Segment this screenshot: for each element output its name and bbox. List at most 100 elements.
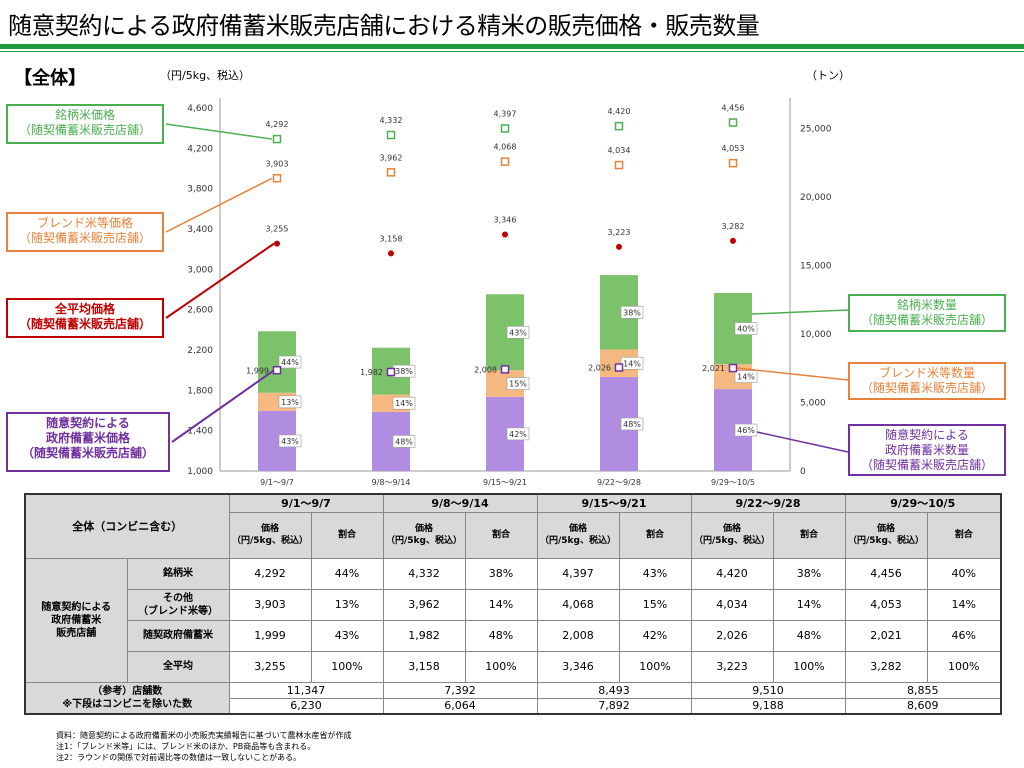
group-label: 随意契約による 政府備蓄米 販売店舗 <box>24 557 128 683</box>
price-subheader: 価格 （円/5kg、税込） <box>228 511 312 559</box>
bar-share-label: 38% <box>623 308 641 317</box>
price-point <box>728 118 738 127</box>
price-point <box>500 157 510 166</box>
x-tick-label: 9/22～9/28 <box>597 478 641 487</box>
share-label-box <box>278 355 302 369</box>
title-rule-thin <box>0 51 1024 52</box>
share-label-box <box>506 377 530 390</box>
avg-price-point <box>616 243 622 250</box>
price-label: 4,292 <box>266 120 289 129</box>
bar-share-label: 40% <box>737 325 755 334</box>
period-header: 9/22～9/28 <box>690 493 846 513</box>
table-corner: 全体（コンビニ含む） <box>24 493 230 559</box>
bar-share-label: 48% <box>623 420 641 429</box>
store-count-ex-conv: 7,892 <box>536 697 692 715</box>
table-row: 全平均 3,255 100% 3,158 100% 3,346 100% 3,2… <box>25 650 1002 683</box>
bar-share-label: 42% <box>509 430 527 439</box>
price-label: 3,255 <box>266 225 289 234</box>
left-tick-label: 4,200 <box>187 144 213 154</box>
note-line: 資料：随意契約による政府備蓄米の小売販売実績報告に基づいて農林水産省が作成 <box>56 731 352 740</box>
price-label: 2,026 <box>588 364 611 373</box>
note-line: 注2：ラウンドの関係で対前週比等の数値は一致しないことがある。 <box>56 753 302 762</box>
period-header: 9/29～10/5 <box>844 493 1002 513</box>
leader-avg-price <box>165 242 275 319</box>
row-label: 全平均 <box>126 650 230 683</box>
table-cell: 4,456 <box>844 557 928 590</box>
table-row: 随意契約による 政府備蓄米 販売店舗 銘柄米 4,292 44% 4,332 38%… <box>24 557 1002 683</box>
share-label-box <box>278 395 302 409</box>
price-point <box>614 160 624 170</box>
left-tick-label: 3,000 <box>187 265 213 275</box>
price-subheader: 価格 （円/5kg、税込） <box>382 511 466 559</box>
store-count: 8,493 <box>536 681 692 699</box>
table-cell: 1,982 <box>382 619 466 652</box>
table-cell: 4,053 <box>844 588 928 621</box>
price-point <box>500 365 510 374</box>
right-tick-label: 20,000 <box>800 193 832 203</box>
x-tick-label: 9/8～9/14 <box>372 478 411 487</box>
price-point <box>500 124 510 133</box>
share-subheader: 割合 <box>464 511 538 559</box>
left-tick-label: 1,400 <box>187 427 213 437</box>
price-label: 3,282 <box>722 222 745 231</box>
row-label: 銘柄米 <box>126 557 230 590</box>
table-cell: 44% <box>310 557 384 590</box>
right-tick-label: 15,000 <box>800 262 832 272</box>
price-label: 3,223 <box>608 228 631 237</box>
stores-label: （参考）店舗数 ※下段はコンビニを除いた数 <box>24 681 230 715</box>
table-cell: 3,346 <box>536 650 620 683</box>
period-header: 9/15～9/21 <box>536 493 692 513</box>
price-point <box>272 174 282 183</box>
price-label: 2,008 <box>474 365 497 374</box>
avg-price-point <box>274 240 280 247</box>
table-cell: 40% <box>926 557 1002 590</box>
store-count: 11,347 <box>228 681 384 699</box>
price-subheader: 価格 （円/5kg、税込） <box>536 511 620 559</box>
leader-gov-price <box>171 369 275 443</box>
table-cell: 43% <box>618 557 692 590</box>
x-tick-label: 9/1～9/7 <box>260 478 294 487</box>
share-subheader: 割合 <box>618 511 692 559</box>
table-cell: 42% <box>618 619 692 652</box>
leader-blend-price <box>165 177 273 233</box>
left-tick-label: 3,400 <box>187 225 213 235</box>
bar-share-label: 43% <box>509 328 527 337</box>
table-cell: 14% <box>772 588 846 621</box>
left-tick-label: 2,600 <box>187 306 213 316</box>
store-count-ex-conv: 8,609 <box>844 697 1002 715</box>
left-tick-label: 1,800 <box>187 386 213 396</box>
leader-brand-qty <box>751 309 849 315</box>
share-subheader: 割合 <box>926 511 1002 559</box>
price-point <box>386 130 396 140</box>
callout-blend-qty: ブレンド米等数量 （随契備蓄米販売店舗） <box>848 362 1006 400</box>
share-label-box <box>734 423 758 437</box>
left-tick-label: 1,000 <box>187 467 213 477</box>
table-cell: 4,292 <box>228 557 312 590</box>
table-cell: 43% <box>310 619 384 652</box>
bar-share-label: 48% <box>395 437 413 446</box>
price-point <box>386 168 396 177</box>
table-cell: 14% <box>926 588 1002 621</box>
price-label: 4,397 <box>494 109 517 118</box>
table-cell: 100% <box>772 650 846 683</box>
table-cell: 100% <box>464 650 538 683</box>
table-cell: 100% <box>618 650 692 683</box>
store-count-ex-conv: 6,064 <box>382 697 538 715</box>
price-point <box>728 363 738 373</box>
bar-share-label: 14% <box>623 359 641 368</box>
table-cell: 2,021 <box>844 619 928 652</box>
leader-brand-price <box>165 123 273 140</box>
table-cell: 100% <box>926 650 1002 683</box>
right-tick-label: 5,000 <box>800 399 826 409</box>
price-label: 1,982 <box>360 368 383 377</box>
leader-blend-qty <box>736 367 849 381</box>
price-label: 4,053 <box>722 144 745 153</box>
table-cell: 46% <box>926 619 1002 652</box>
price-label: 4,456 <box>722 104 745 113</box>
callout-gov-qty: 随意契約による 政府備蓄米数量 （随契備蓄米販売店舗） <box>848 424 1006 476</box>
row-label: 随契政府備蓄米 <box>126 619 230 652</box>
price-label: 3,903 <box>266 159 289 168</box>
bar-share-label: 13% <box>281 398 299 407</box>
table-cell: 15% <box>618 588 692 621</box>
share-label-box <box>734 370 758 383</box>
